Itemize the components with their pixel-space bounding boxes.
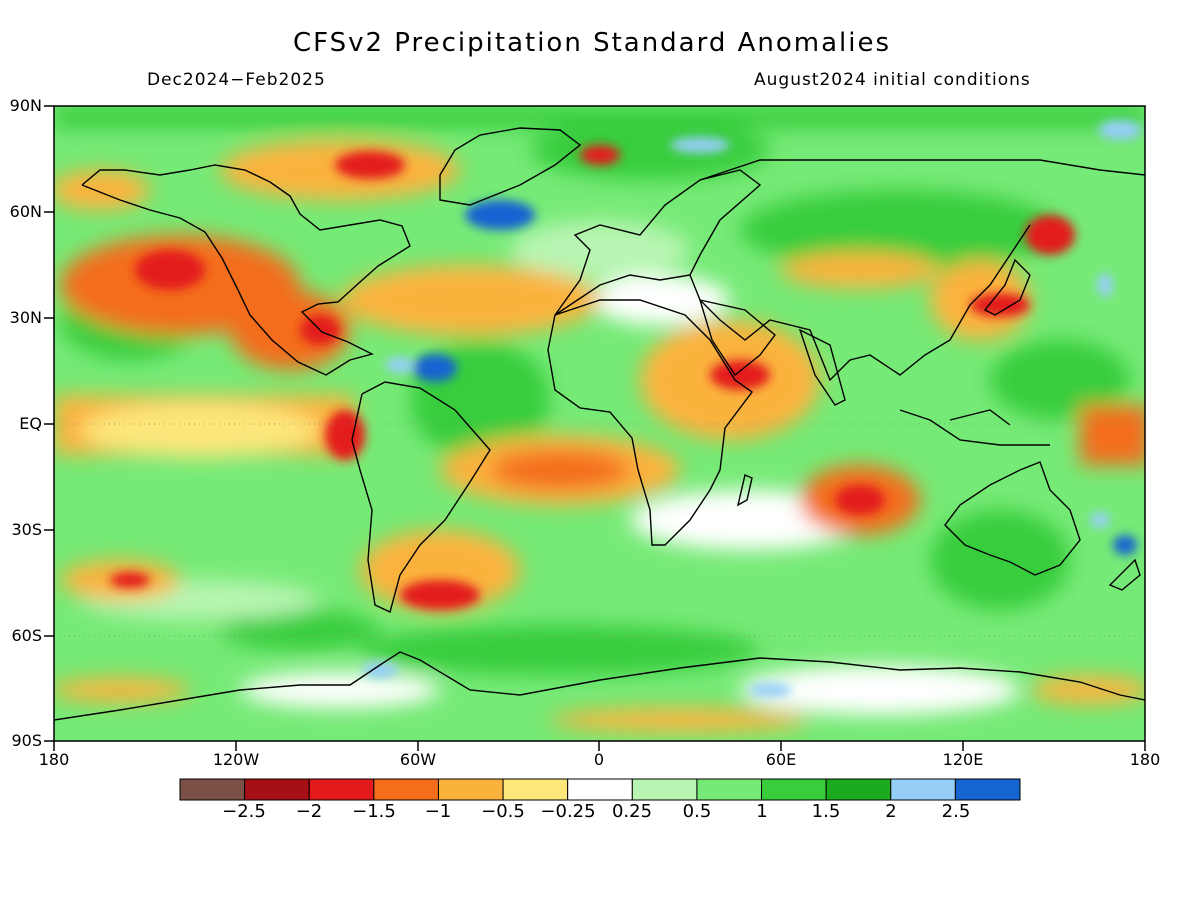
coastlines [54, 127, 1145, 721]
colorbar-swatch [179, 778, 246, 801]
colorbar-label: −0.5 [481, 801, 525, 822]
colorbar-label: 2.5 [941, 801, 971, 822]
lon-label-60w: 60W [399, 750, 437, 769]
anomaly-field [54, 106, 1145, 741]
lon-label-120w: 120W [212, 750, 260, 769]
colorbar-swatch [373, 778, 439, 801]
lon-label-0: 0 [593, 750, 605, 769]
colorbar-label: −1.5 [352, 801, 396, 822]
lat-label-30s: 30S [11, 520, 42, 539]
colorbar-label: 0.25 [611, 801, 653, 822]
lat-label-60s: 60S [11, 626, 42, 645]
lon-label-180w: 180 [38, 750, 70, 769]
initial-conditions: August2024 initial conditions [754, 70, 1031, 90]
map-title: CFSv2 Precipitation Standard Anomalies [292, 28, 892, 58]
colorbar-label: 0.5 [682, 801, 712, 822]
colorbar-label: −0.25 [540, 801, 596, 822]
colorbar-swatch [502, 778, 569, 801]
colorbar-label: −2.5 [222, 801, 266, 822]
colorbar-label: −1 [424, 801, 452, 822]
lat-label-60n: 60N [9, 202, 42, 221]
axis-ticks [44, 105, 1146, 751]
lat-label-90s: 90S [11, 731, 42, 750]
lat-label-eq: EQ [19, 414, 42, 433]
colorbar-label: 1.5 [811, 801, 841, 822]
colorbar-swatch [567, 778, 633, 801]
colorbar-swatch [437, 778, 504, 801]
lat-label-90n: 90N [9, 96, 42, 115]
colorbar [179, 778, 1021, 801]
colorbar-swatch [244, 778, 310, 801]
lon-label-120e: 120E [942, 750, 984, 769]
colorbar-swatch [696, 778, 763, 801]
colorbar-label: 1 [756, 801, 768, 822]
colorbar-label: 2 [885, 801, 897, 822]
colorbar-swatch [308, 778, 375, 801]
colorbar-swatch [761, 778, 827, 801]
colorbar-swatch [825, 778, 892, 801]
lon-label-180e: 180 [1129, 750, 1161, 769]
colorbar-label: −2 [295, 801, 323, 822]
lat-label-30n: 30N [9, 308, 42, 327]
colorbar-swatch [954, 778, 1021, 801]
colorbar-swatch [890, 778, 956, 801]
colorbar-swatch [631, 778, 698, 801]
lon-label-60e: 60E [765, 750, 797, 769]
forecast-period: Dec2024−Feb2025 [147, 70, 326, 90]
